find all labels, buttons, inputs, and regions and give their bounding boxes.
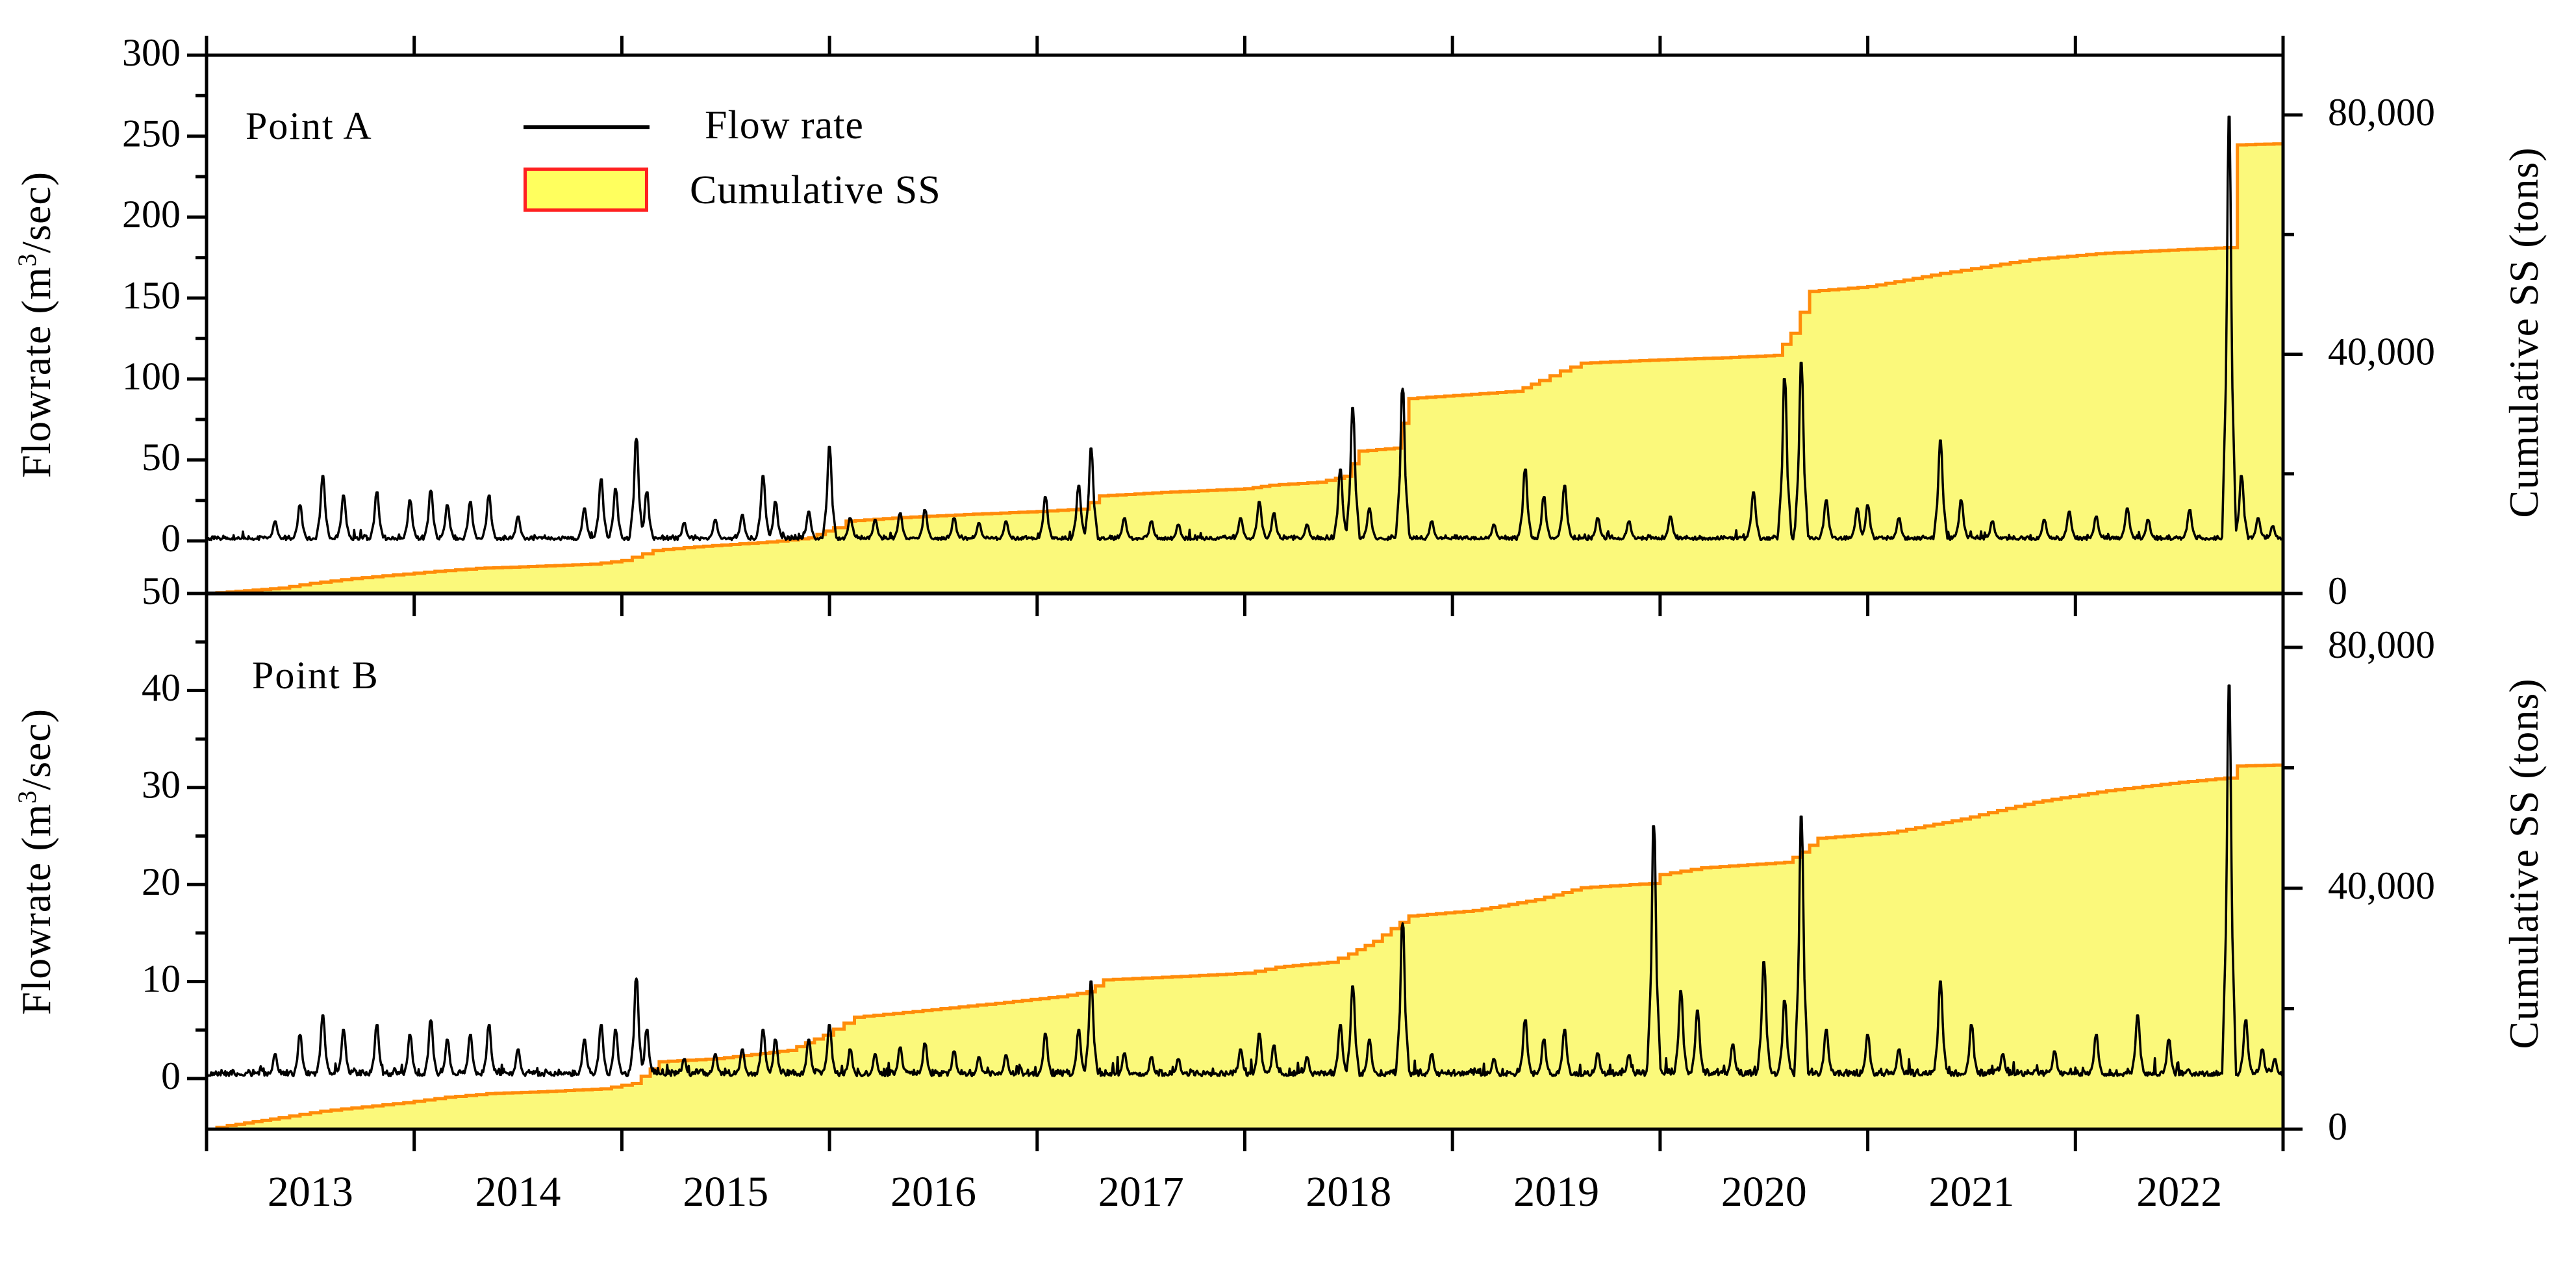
legend-flow-label: Flow rate [705,103,864,147]
panel-b-cum-axis-labels: 0 40,000 80,000 [2328,623,2435,1148]
svg-text:10: 10 [142,957,181,1000]
x-axis-ticks [205,36,2285,1151]
legend-cumulative-label: Cumulative SS [690,168,941,212]
svg-text:2021: 2021 [1928,1168,2014,1216]
svg-text:150: 150 [122,274,181,317]
svg-text:2019: 2019 [1513,1168,1599,1216]
svg-text:80,000: 80,000 [2328,91,2435,134]
panel-a-cum-axis-ticks [2283,113,2303,595]
svg-text:20: 20 [142,860,181,903]
svg-text:200: 200 [122,193,181,236]
svg-text:50: 50 [142,436,181,479]
x-axis-tick-labels: 2013 2014 2015 2016 2017 2018 2019 2020 2021 2022 [268,1168,2222,1216]
svg-text:0: 0 [2328,1105,2347,1148]
panel-a-flow-axis-ticks [187,53,207,543]
flow-axis-title-prefix: Flowrate (m [13,803,60,1016]
svg-text:0: 0 [2328,569,2347,612]
svg-text:50: 50 [142,569,181,612]
svg-text:2013: 2013 [268,1168,353,1216]
flow-axis-title-suffix: /sec) [13,708,60,790]
panel-b-flow-axis-ticks [187,592,207,1080]
svg-text:250: 250 [122,112,181,155]
flow-axis-title-suffix: /sec) [13,171,60,253]
panel-a-cum-axis-title: Cumulative SS (tons) [2501,147,2547,518]
svg-text:2022: 2022 [2136,1168,2222,1216]
panel-a-cumulative-area [207,144,2283,593]
svg-text:300: 300 [122,31,181,74]
panel-a-cum-axis-labels: 0 40,000 80,000 [2328,91,2435,612]
legend-cumulative-swatch [524,168,648,212]
panel-a-cumulative-line [207,142,2285,595]
svg-text:2018: 2018 [1306,1168,1391,1216]
svg-text:2016: 2016 [890,1168,976,1216]
panel-b-flow-axis-title: Flowrate (m3/sec) [12,708,60,1015]
flow-axis-title-sup: 3 [12,790,42,804]
svg-text:2014: 2014 [475,1168,561,1216]
svg-text:30: 30 [142,764,181,806]
panel-a-label: Point A [246,105,373,147]
svg-text:0: 0 [161,517,181,560]
panel-a-flow-axis-title: Flowrate (m3/sec) [12,171,60,478]
flow-axis-title-prefix: Flowrate (m [13,266,60,479]
svg-text:2017: 2017 [1098,1168,1184,1216]
svg-text:40,000: 40,000 [2328,864,2435,907]
svg-text:40: 40 [142,666,181,709]
svg-text:80,000: 80,000 [2328,623,2435,666]
panel-a-flow-line [206,116,2284,542]
panel-b-flow-line [205,684,2284,1078]
panel-b-flow-axis-labels: 0 10 20 30 40 50 [142,569,181,1097]
svg-text:2015: 2015 [683,1168,768,1216]
panel-b-cumulative-line [207,763,2285,1131]
svg-text:100: 100 [122,355,181,397]
panel-b-cum-axis-title: Cumulative SS (tons) [2501,678,2547,1049]
svg-text:0: 0 [161,1055,181,1097]
svg-text:40,000: 40,000 [2328,330,2435,373]
panel-a-flow-axis-labels: 0 50 100 150 200 250 300 [122,31,181,560]
svg-text:2020: 2020 [1721,1168,1807,1216]
legend-flow-line-sample [524,125,650,129]
panel-b-cumulative-area [207,764,2283,1129]
panel-b-label: Point B [252,654,379,697]
flow-axis-title-sup: 3 [12,253,42,267]
panel-b-cum-axis-ticks [2283,645,2303,1131]
